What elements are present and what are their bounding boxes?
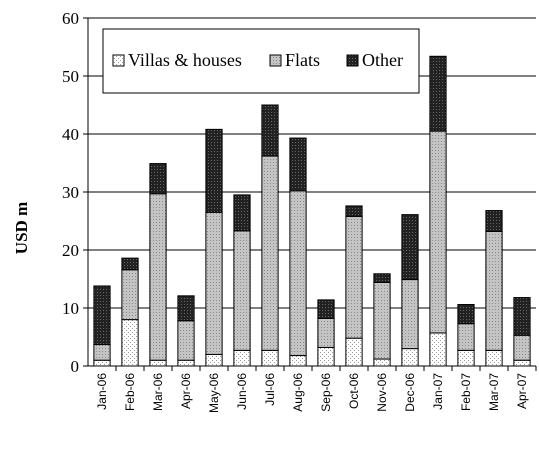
bar-segment-villas (513, 359, 531, 367)
bar-segment-flats (401, 279, 419, 350)
bar-segment-other (177, 295, 195, 322)
bar-segment-other (401, 214, 419, 281)
x-category-label: Mar-06 (151, 373, 165, 411)
bar-segment-flats (429, 130, 447, 334)
x-category-label: Oct-06 (347, 373, 361, 409)
bar-segment-flats (457, 323, 475, 351)
legend-swatch (112, 54, 125, 67)
x-category-label: Apr-06 (179, 373, 193, 409)
legend-swatch (346, 54, 359, 67)
y-axis-title: USD m (12, 202, 31, 254)
x-category-label: Jun-06 (235, 373, 249, 410)
bar-segment-villas (233, 349, 251, 367)
bar-segment-villas (401, 348, 419, 367)
bar-segment-villas (121, 319, 139, 367)
bar-segment-other (205, 128, 223, 213)
bar-segment-flats (261, 155, 279, 351)
bars (93, 55, 531, 367)
bar-segment-villas (429, 332, 447, 367)
x-category-label: Sep-06 (319, 373, 333, 412)
bar-segment-villas (345, 337, 363, 367)
x-category-labels: Jan-06 Feb-06 Mar-06 Apr-06 May-06 Jun-06 Jul-… (95, 373, 529, 413)
bar-segment-flats (205, 211, 223, 355)
bar-segment-other (233, 194, 251, 232)
bar-segment-flats (485, 230, 503, 351)
bar-segment-flats (177, 320, 195, 361)
bar-segment-other (429, 55, 447, 132)
x-category-label: Feb-07 (459, 373, 473, 411)
x-category-label: Aug-06 (291, 373, 305, 412)
legend: Villas & houses Flats Other (102, 28, 420, 94)
bar-segment-flats (513, 334, 531, 361)
bar-segment-other (317, 299, 335, 319)
bar-segment-other (261, 104, 279, 157)
bar-segment-other (93, 285, 111, 346)
bar-segment-flats (317, 317, 335, 348)
bar-segment-other (289, 137, 307, 192)
x-category-label: Feb-06 (123, 373, 137, 411)
legend-swatch (269, 54, 282, 67)
bar-segment-flats (93, 344, 111, 361)
y-tick-label: 0 (71, 357, 80, 376)
bar-segment-other (345, 205, 363, 217)
y-tick-label: 10 (62, 299, 79, 318)
bar-segment-flats (149, 193, 167, 361)
bar-segment-villas (93, 359, 111, 367)
legend-box (102, 28, 420, 94)
x-category-label: Nov-06 (375, 373, 389, 412)
bar-segment-other (485, 210, 503, 232)
x-category-label: Jul-06 (263, 373, 277, 406)
bar-segment-other (457, 304, 475, 325)
bar-segment-villas (485, 349, 503, 367)
bar-segment-villas (261, 349, 279, 367)
bar-segment-other (149, 163, 167, 195)
bar-segment-flats (289, 190, 307, 357)
legend-label: Villas & houses (128, 50, 242, 70)
bar-segment-flats (345, 215, 363, 339)
x-category-label: Dec-06 (403, 373, 417, 412)
x-category-label: Jan-06 (95, 373, 109, 410)
bar-segment-villas (457, 349, 475, 367)
y-tick-label: 60 (62, 9, 79, 28)
bar-segment-other (121, 257, 139, 271)
bar-segment-villas (177, 359, 195, 367)
x-category-label: May-06 (207, 373, 221, 413)
bar-segment-villas (205, 353, 223, 367)
y-tick-labels: 0 10 20 30 40 50 60 (62, 9, 79, 376)
bar-segment-flats (233, 230, 251, 351)
y-tick-label: 40 (62, 125, 79, 144)
y-tick-label: 30 (62, 183, 79, 202)
legend-label: Flats (285, 50, 320, 70)
y-tick-label: 20 (62, 241, 79, 260)
y-tick-label: 50 (62, 67, 79, 86)
bar-segment-villas (289, 355, 307, 367)
legend-label: Other (362, 50, 403, 70)
bar-segment-flats (121, 269, 139, 321)
x-category-label: Jan-07 (431, 373, 445, 410)
bar-segment-other (513, 297, 531, 336)
bar-segment-villas (149, 359, 167, 367)
x-category-label: Mar-07 (487, 373, 501, 411)
bar-segment-villas (373, 358, 391, 367)
bar-segment-flats (373, 281, 391, 360)
axes (83, 17, 537, 371)
bar-segment-villas (317, 346, 335, 367)
x-category-label: Apr-07 (515, 373, 529, 409)
bar-segment-other (373, 273, 391, 283)
